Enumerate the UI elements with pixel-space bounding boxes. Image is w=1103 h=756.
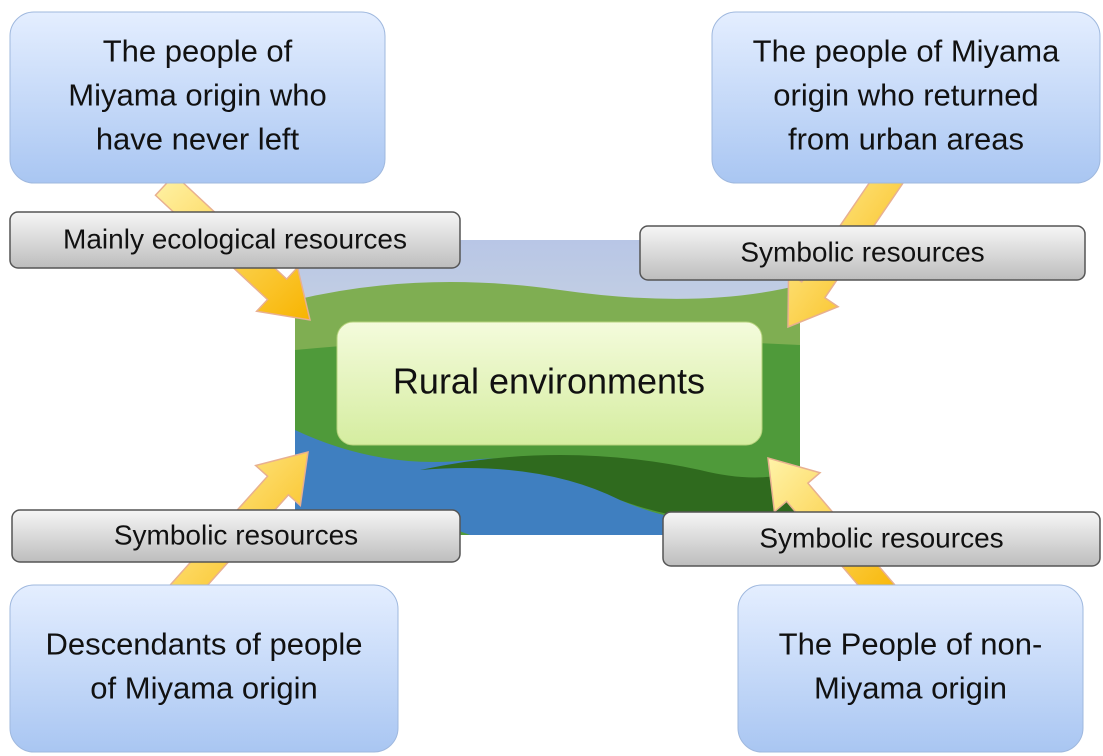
diagram: Rural environments The people of Miyama o… [0,0,1103,756]
resource-label: Symbolic resources [759,522,1003,553]
resource-label: Mainly ecological resources [63,223,407,254]
resource-label: Symbolic resources [114,519,358,550]
person-text: origin who returned [773,78,1038,113]
page: Rural environments The people of Miyama o… [0,0,1103,756]
person-text: Miyama origin [814,671,1007,706]
person-text: The people of [103,34,293,69]
person-text: The People of non- [779,627,1043,662]
person-text: Miyama origin who [68,78,326,113]
person-text: Descendants of people [45,627,362,662]
center-label: Rural environments [393,361,705,402]
resource-label: Symbolic resources [740,236,984,267]
person-text: of Miyama origin [90,671,317,706]
person-text: have never left [96,122,300,157]
person-text: from urban areas [788,122,1024,157]
person-box [10,585,398,752]
person-text: The people of Miyama [753,34,1060,69]
person-box [738,585,1083,752]
